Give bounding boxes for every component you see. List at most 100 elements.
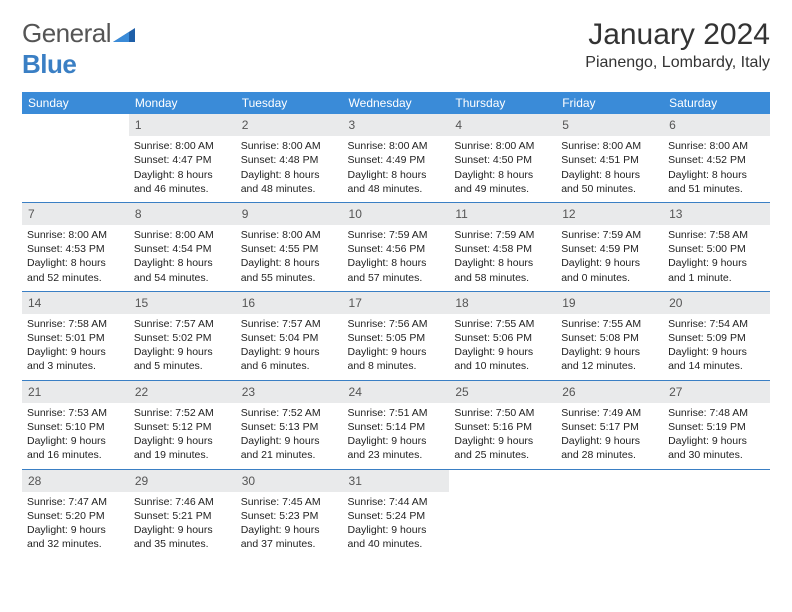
- daylight-text: Daylight: 8 hours and 58 minutes.: [454, 256, 551, 284]
- sunrise-text: Sunrise: 7:56 AM: [348, 317, 445, 331]
- day-cell: Sunrise: 7:48 AMSunset: 5:19 PMDaylight:…: [663, 403, 770, 469]
- sunset-text: Sunset: 5:14 PM: [348, 420, 445, 434]
- day-cell: Sunrise: 8:00 AMSunset: 4:48 PMDaylight:…: [236, 136, 343, 202]
- day-cell: Sunrise: 8:00 AMSunset: 4:52 PMDaylight:…: [663, 136, 770, 202]
- day-cell: Sunrise: 7:58 AMSunset: 5:00 PMDaylight:…: [663, 225, 770, 291]
- sunrise-text: Sunrise: 7:48 AM: [668, 406, 765, 420]
- daylight-text: Daylight: 9 hours and 37 minutes.: [241, 523, 338, 551]
- daylight-text: Daylight: 9 hours and 14 minutes.: [668, 345, 765, 373]
- daylight-text: Daylight: 8 hours and 49 minutes.: [454, 168, 551, 196]
- detail-row: Sunrise: 8:00 AMSunset: 4:47 PMDaylight:…: [22, 136, 770, 202]
- sunrise-text: Sunrise: 8:00 AM: [348, 139, 445, 153]
- day-cell: Sunrise: 7:50 AMSunset: 5:16 PMDaylight:…: [449, 403, 556, 469]
- day-cell: Sunrise: 7:59 AMSunset: 4:58 PMDaylight:…: [449, 225, 556, 291]
- day-cell: Sunrise: 8:00 AMSunset: 4:54 PMDaylight:…: [129, 225, 236, 291]
- sunrise-text: Sunrise: 7:59 AM: [348, 228, 445, 242]
- sunset-text: Sunset: 5:21 PM: [134, 509, 231, 523]
- sunrise-text: Sunrise: 7:45 AM: [241, 495, 338, 509]
- day-header: Monday: [129, 92, 236, 114]
- sunset-text: Sunset: 4:50 PM: [454, 153, 551, 167]
- day-number: 5: [556, 114, 663, 136]
- sunrise-text: Sunrise: 7:54 AM: [668, 317, 765, 331]
- daylight-text: Daylight: 8 hours and 48 minutes.: [241, 168, 338, 196]
- day-number: 26: [556, 380, 663, 403]
- day-number: [663, 469, 770, 492]
- day-cell: [449, 492, 556, 558]
- day-number: 21: [22, 380, 129, 403]
- day-cell: Sunrise: 7:57 AMSunset: 5:04 PMDaylight:…: [236, 314, 343, 380]
- day-number: [22, 114, 129, 136]
- day-number: 9: [236, 202, 343, 225]
- sunset-text: Sunset: 5:20 PM: [27, 509, 124, 523]
- sunset-text: Sunset: 4:59 PM: [561, 242, 658, 256]
- location-text: Pianengo, Lombardy, Italy: [585, 54, 770, 72]
- daynum-row: 123456: [22, 114, 770, 136]
- sunrise-text: Sunrise: 7:58 AM: [668, 228, 765, 242]
- sunset-text: Sunset: 4:47 PM: [134, 153, 231, 167]
- detail-row: Sunrise: 7:58 AMSunset: 5:01 PM Daylight:…: [22, 314, 770, 380]
- sunrise-text: Sunrise: 8:00 AM: [27, 228, 124, 242]
- daynum-row: 14151617181920: [22, 291, 770, 314]
- sunrise-text: Sunrise: 7:55 AM: [561, 317, 658, 331]
- day-cell: [556, 492, 663, 558]
- day-header: Tuesday: [236, 92, 343, 114]
- day-cell: Sunrise: 7:55 AMSunset: 5:06 PMDaylight:…: [449, 314, 556, 380]
- day-number: 22: [129, 380, 236, 403]
- sunrise-text: Sunrise: 7:58 AM: [27, 317, 124, 331]
- sunset-text: Sunset: 5:23 PM: [241, 509, 338, 523]
- daylight-text: Daylight: 9 hours and 16 minutes.: [27, 434, 124, 462]
- month-title: January 2024: [585, 18, 770, 52]
- day-number: 4: [449, 114, 556, 136]
- sunrise-text: Sunrise: 7:57 AM: [134, 317, 231, 331]
- day-cell: Sunrise: 7:59 AMSunset: 4:56 PMDaylight:…: [343, 225, 450, 291]
- day-header-row: Sunday Monday Tuesday Wednesday Thursday…: [22, 92, 770, 114]
- sunrise-text: Sunrise: 7:44 AM: [348, 495, 445, 509]
- day-number: [449, 469, 556, 492]
- calendar-table: Sunday Monday Tuesday Wednesday Thursday…: [22, 92, 770, 557]
- sunset-text: Sunset: 5:16 PM: [454, 420, 551, 434]
- sunset-text: Sunset: 5:06 PM: [454, 331, 551, 345]
- sunset-text: Sunset: 5:19 PM: [668, 420, 765, 434]
- daylight-text: Daylight: 8 hours and 46 minutes.: [134, 168, 231, 196]
- detail-row: Sunrise: 7:47 AMSunset: 5:20 PM Daylight:…: [22, 492, 770, 558]
- day-cell: Sunrise: 7:53 AMSunset: 5:10 PMDaylight:…: [22, 403, 129, 469]
- sunset-text: Sunset: 5:24 PM: [348, 509, 445, 523]
- sunset-text: Sunset: 5:05 PM: [348, 331, 445, 345]
- day-number: 10: [343, 202, 450, 225]
- day-cell: Sunrise: 7:45 AMSunset: 5:23 PMDaylight:…: [236, 492, 343, 558]
- sunrise-text: Sunrise: 7:55 AM: [454, 317, 551, 331]
- daylight-text: Daylight: 9 hours and 28 minutes.: [561, 434, 658, 462]
- daylight-text: Daylight: 9 hours and 35 minutes.: [134, 523, 231, 551]
- detail-row: Sunrise: 7:53 AMSunset: 5:10 PMDaylight:…: [22, 403, 770, 469]
- daylight-text: Daylight: 9 hours and 25 minutes.: [454, 434, 551, 462]
- sunrise-text: Sunrise: 8:00 AM: [454, 139, 551, 153]
- sunset-text: Sunset: 4:55 PM: [241, 242, 338, 256]
- day-number: 25: [449, 380, 556, 403]
- day-number: 29: [129, 469, 236, 492]
- day-number: 17: [343, 291, 450, 314]
- day-number: 31: [343, 469, 450, 492]
- day-number: 12: [556, 202, 663, 225]
- sunrise-text: Sunrise: 7:52 AM: [134, 406, 231, 420]
- day-number: 15: [129, 291, 236, 314]
- sunset-text: Sunset: 4:58 PM: [454, 242, 551, 256]
- day-number: 14: [22, 291, 129, 314]
- daylight-text: Daylight: 9 hours and 40 minutes.: [348, 523, 445, 551]
- sunrise-text: Sunrise: 7:47 AM: [27, 495, 124, 509]
- day-cell: Sunrise: 7:52 AMSunset: 5:13 PMDaylight:…: [236, 403, 343, 469]
- day-number: 28: [22, 469, 129, 492]
- sunset-text: Sunset: 4:49 PM: [348, 153, 445, 167]
- day-cell: Sunrise: 7:51 AMSunset: 5:14 PMDaylight:…: [343, 403, 450, 469]
- day-number: 23: [236, 380, 343, 403]
- daylight-text: Daylight: 8 hours and 48 minutes.: [348, 168, 445, 196]
- day-number: [556, 469, 663, 492]
- day-cell: Sunrise: 7:58 AMSunset: 5:01 PMDaylight:…: [22, 314, 129, 380]
- day-cell: Sunrise: 8:00 AMSunset: 4:55 PMDaylight:…: [236, 225, 343, 291]
- day-cell: Sunrise: 7:57 AMSunset: 5:02 PMDaylight:…: [129, 314, 236, 380]
- day-number: 18: [449, 291, 556, 314]
- day-number: 1: [129, 114, 236, 136]
- sunset-text: Sunset: 5:01 PM: [27, 331, 124, 345]
- day-header: Sunday: [22, 92, 129, 114]
- sunrise-text: Sunrise: 8:00 AM: [134, 228, 231, 242]
- sunrise-text: Sunrise: 7:59 AM: [454, 228, 551, 242]
